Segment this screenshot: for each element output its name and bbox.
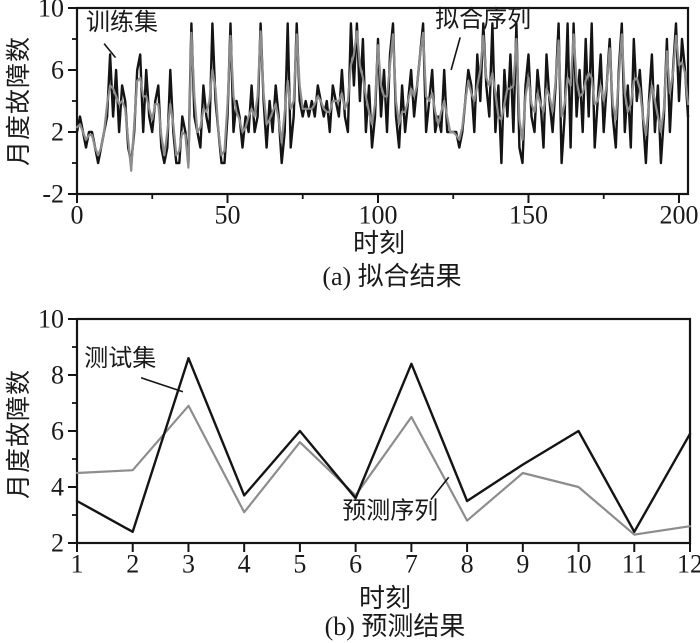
x-tick-label: 5 <box>293 549 306 578</box>
x-tick-label: 10 <box>566 549 592 578</box>
fit-chart-xlabel: 时刻 <box>352 229 405 258</box>
y-tick-label: 6 <box>51 56 64 85</box>
series-test <box>75 357 692 533</box>
annotation-leader-line <box>103 43 117 59</box>
x-tick-label: 0 <box>71 200 84 229</box>
annotation-label: 测试集 <box>84 345 156 372</box>
y-tick-label: 8 <box>51 361 64 390</box>
y-tick-label: 4 <box>51 473 64 502</box>
series-predicted <box>75 404 692 536</box>
fit-chart-ylabel: 月度故障数 <box>6 35 33 166</box>
x-tick-label: 150 <box>509 200 548 229</box>
x-tick-label: 100 <box>358 200 397 229</box>
annotation-leader-line <box>430 476 450 501</box>
x-tick-label: 3 <box>182 549 195 578</box>
x-tick-label: 12 <box>677 549 700 578</box>
annotation-label: 拟合序列 <box>435 6 531 33</box>
x-tick-label: 8 <box>461 549 474 578</box>
x-tick-label: 2 <box>126 549 139 578</box>
series-fitted <box>75 30 690 172</box>
y-tick-label: 2 <box>51 118 64 147</box>
y-tick-label: -2 <box>42 180 64 209</box>
x-tick-label: 4 <box>238 549 251 578</box>
x-tick-label: 11 <box>622 549 647 578</box>
pred-chart-ylabel: 月度故障数 <box>6 368 33 499</box>
annotation-label: 训练集 <box>86 9 158 36</box>
annotation-leader-line <box>450 37 461 71</box>
x-tick-label: 7 <box>405 549 418 578</box>
y-tick-label: 6 <box>51 417 64 446</box>
x-tick-label: 200 <box>659 200 698 229</box>
y-tick-label: 10 <box>38 305 64 334</box>
x-tick-label: 9 <box>516 549 529 578</box>
pred-chart-caption: (b) 预测结果 <box>324 612 466 641</box>
x-tick-label: 50 <box>214 200 240 229</box>
annotation-leader-line <box>140 377 184 393</box>
y-tick-label: 2 <box>51 529 64 558</box>
pred-chart-xlabel: 时刻 <box>358 584 411 613</box>
x-tick-label: 1 <box>71 549 84 578</box>
y-tick-label: 10 <box>38 0 64 23</box>
annotation-label: 预测序列 <box>342 497 438 524</box>
x-tick-label: 6 <box>349 549 362 578</box>
fit-chart-caption: (a) 拟合结果 <box>322 262 462 291</box>
